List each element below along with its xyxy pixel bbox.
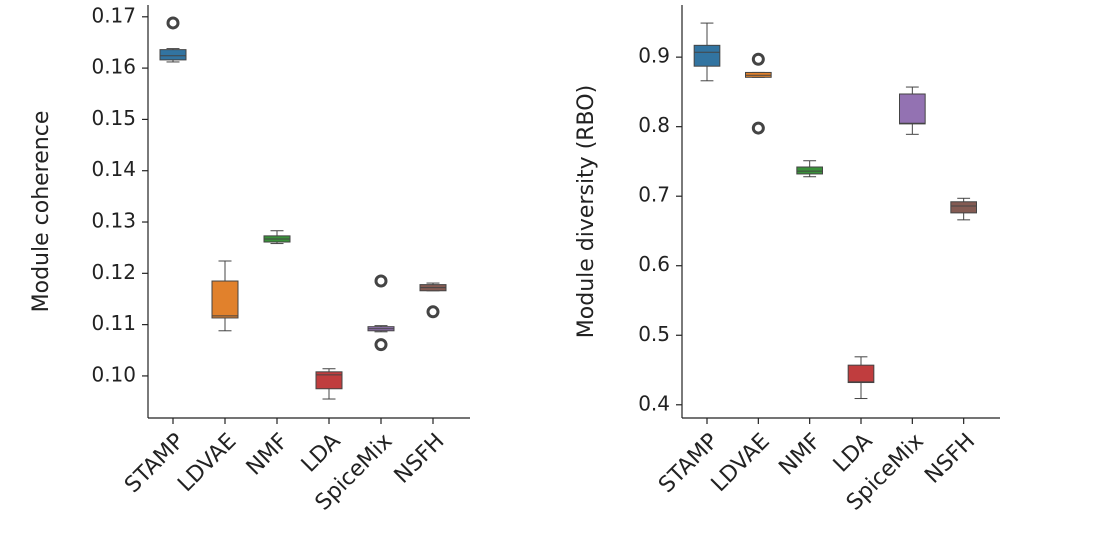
- y-tick-label: 0.4: [638, 391, 670, 415]
- box: [847, 364, 875, 384]
- y-tick-label: 0.16: [91, 55, 136, 79]
- y-tick-label: 0.15: [91, 106, 136, 130]
- outlier: [751, 52, 765, 66]
- y-axis-label: Module diversity (RBO): [574, 85, 599, 338]
- box: [315, 371, 343, 390]
- x-tick-label: STAMP: [654, 429, 723, 498]
- y-tick-label: 0.6: [638, 252, 670, 276]
- y-tick-label: 0.7: [638, 183, 670, 207]
- box: [950, 201, 977, 214]
- outlier: [166, 16, 180, 30]
- y-tick-label: 0.17: [91, 3, 136, 27]
- x-tick-label: LDVAE: [173, 429, 241, 497]
- y-axis-label: Module coherence: [29, 111, 54, 313]
- y-tick-label: 0.8: [638, 113, 670, 137]
- x-tick-label: NMF: [774, 429, 826, 481]
- outlier: [374, 274, 388, 288]
- y-tick-label: 0.11: [91, 311, 136, 335]
- y-tick-label: 0.13: [91, 209, 136, 233]
- x-tick-label: NSFH: [920, 429, 980, 489]
- box: [159, 49, 187, 61]
- x-tick-label: NMF: [242, 429, 294, 481]
- box: [796, 166, 823, 175]
- y-tick-label: 0.10: [91, 362, 136, 386]
- y-tick-label: 0.5: [638, 322, 670, 346]
- y-tick-label: 0.14: [91, 157, 136, 181]
- outlier: [374, 338, 388, 352]
- outlier: [751, 121, 765, 135]
- box: [211, 280, 239, 319]
- box: [899, 93, 926, 125]
- panel: 0.4 0.5 0.6 0.7 0.8 0.9 Module diversity (RBO)…: [574, 5, 1000, 516]
- outlier: [426, 305, 440, 319]
- panel: 0.10 0.11 0.12 0.13 0.14 0.15 0.16 0.17 Module c…: [29, 3, 470, 516]
- y-tick-label: 0.12: [91, 260, 136, 284]
- box: [693, 44, 721, 67]
- y-tick-label: 0.9: [638, 44, 670, 68]
- x-tick-label: STAMP: [120, 429, 189, 498]
- x-tick-label: LDVAE: [707, 429, 775, 497]
- x-tick-label: NSFH: [390, 429, 450, 489]
